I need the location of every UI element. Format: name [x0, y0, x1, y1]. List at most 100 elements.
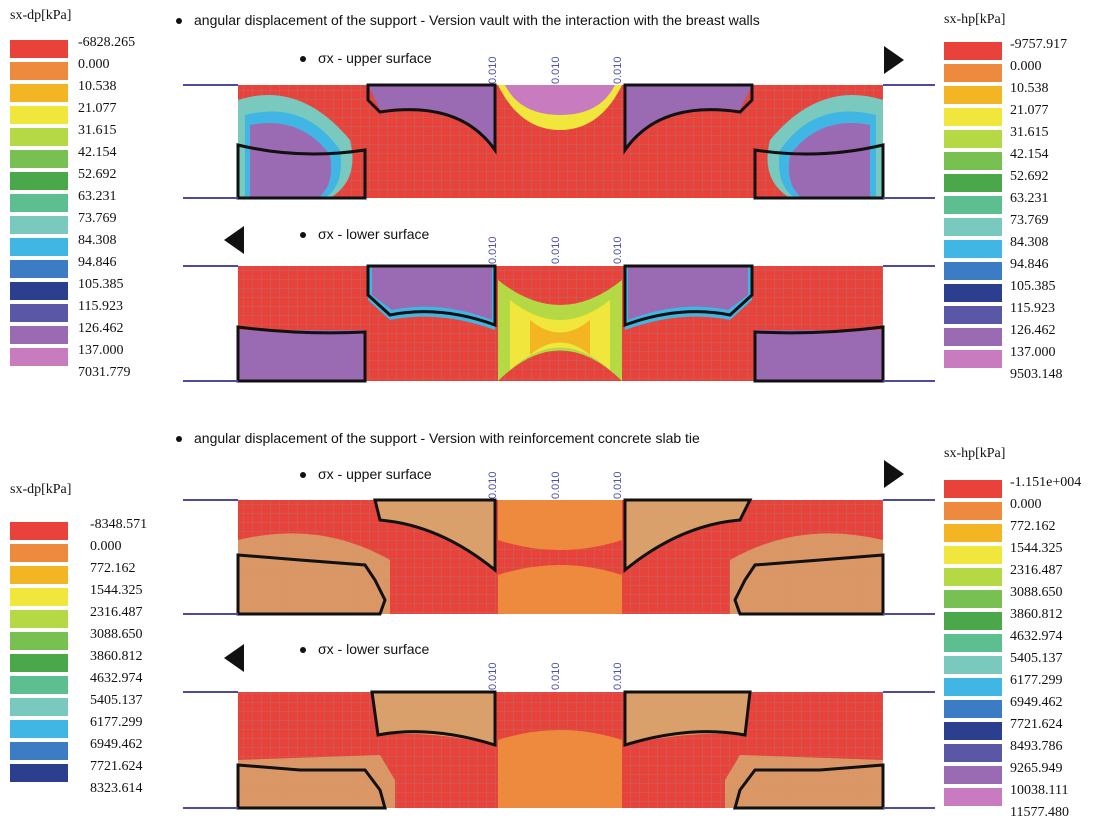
- legend-value: 0.000: [1010, 59, 1042, 74]
- bullet-icon: [300, 56, 306, 63]
- top-heading: angular displacement of the support - Ve…: [176, 12, 760, 28]
- bottom-upper-plot: [183, 498, 935, 616]
- legend-value: -8348.571: [90, 517, 148, 532]
- legend-value: 7721.624: [1010, 717, 1063, 732]
- legend-bottom-left: sx-dp[kPa] -8348.571 0.000 772.162 1544.325…: [10, 482, 147, 800]
- legend-title: sx-dp[kPa]: [10, 482, 72, 497]
- legend-swatch: [944, 86, 1002, 104]
- legend-swatch: [944, 722, 1002, 740]
- legend-value: 5405.137: [1010, 651, 1063, 666]
- legend-swatch: [10, 304, 68, 322]
- bottom-lower-label: σx - lower surface: [300, 641, 429, 657]
- legend-swatch: [944, 328, 1002, 346]
- legend-swatch: [10, 720, 68, 738]
- legend-value: -9757.917: [1010, 37, 1068, 52]
- legend-value: 0.000: [1010, 497, 1042, 512]
- vertical-label: 0.010: [612, 662, 624, 690]
- legend-swatch: [944, 480, 1002, 498]
- arrow-left-icon: [224, 226, 244, 254]
- legend-swatch: [944, 766, 1002, 784]
- legend-title: sx-dp[kPa]: [10, 8, 72, 23]
- legend-swatch: [944, 130, 1002, 148]
- bottom-heading: angular displacement of the support - Ve…: [176, 430, 700, 446]
- bullet-icon: [176, 18, 182, 25]
- legend-value: -6828.265: [78, 35, 136, 50]
- vertical-label: 0.010: [487, 236, 499, 264]
- legend-swatch: [10, 150, 68, 168]
- legend-value: 10.538: [78, 79, 117, 94]
- legend-swatch: [944, 546, 1002, 564]
- legend-value: 2316.487: [90, 605, 143, 620]
- legend-swatch: [10, 348, 68, 366]
- legend-value: 126.462: [78, 321, 124, 336]
- bullet-icon: [176, 436, 182, 443]
- legend-value: 52.692: [1010, 169, 1049, 184]
- vertical-label: 0.010: [550, 56, 562, 84]
- legend-title: sx-hp[kPa]: [944, 446, 1006, 461]
- legend-swatch: [10, 544, 68, 562]
- legend-value: 10.538: [1010, 81, 1049, 96]
- legend-value: 21.077: [1010, 103, 1049, 118]
- legend-value: 105.385: [1010, 279, 1056, 294]
- bottom-lower-plot: [183, 690, 935, 810]
- legend-swatch: [10, 172, 68, 190]
- legend-value: 6949.462: [90, 737, 143, 752]
- legend-swatch: [10, 194, 68, 212]
- legend-swatch: [10, 654, 68, 672]
- legend-value: 137.000: [78, 343, 124, 358]
- legend-swatch: [10, 238, 68, 256]
- arrow-right-icon: [884, 46, 904, 74]
- legend-value: 52.692: [78, 167, 117, 182]
- legend-swatch: [944, 196, 1002, 214]
- legend-swatch: [944, 634, 1002, 652]
- legend-swatch: [944, 590, 1002, 608]
- legend-value: 42.154: [78, 145, 117, 160]
- legend-swatch: [944, 700, 1002, 718]
- legend-value: 8323.614: [90, 781, 143, 796]
- legend-swatch: [10, 84, 68, 102]
- legend-top-left: sx-dp[kPa] -6828.265 0.000 10.538 21.077 31.…: [10, 8, 135, 384]
- legend-swatch: [10, 764, 68, 782]
- legend-value: 4632.974: [1010, 629, 1063, 644]
- legend-bottom-right: sx-hp[kPa] -1.151e+004 0.000 772.162 1544.3…: [944, 446, 1081, 824]
- legend-value: 3088.650: [90, 627, 143, 642]
- legend-value: 772.162: [1010, 519, 1056, 534]
- legend-swatch: [944, 306, 1002, 324]
- legend-value: 1544.325: [90, 583, 143, 598]
- legend-title: sx-hp[kPa]: [944, 12, 1006, 27]
- legend-swatch: [10, 698, 68, 716]
- legend-swatch: [10, 216, 68, 234]
- vertical-label: 0.010: [550, 471, 562, 499]
- vertical-label: 0.010: [612, 56, 624, 84]
- legend-value: 31.615: [78, 123, 117, 138]
- legend-swatch: [10, 40, 68, 58]
- top-upper-plot: [183, 83, 935, 200]
- legend-swatch: [944, 350, 1002, 368]
- legend-value: 105.385: [78, 277, 124, 292]
- legend-value: 73.769: [1010, 213, 1049, 228]
- bullet-icon: [300, 232, 306, 239]
- vertical-label: 0.010: [487, 471, 499, 499]
- legend-value: -1.151e+004: [1010, 475, 1082, 490]
- legend-value: 7031.779: [78, 365, 131, 380]
- legend-swatch: [944, 502, 1002, 520]
- legend-swatch: [944, 218, 1002, 236]
- legend-swatch: [10, 610, 68, 628]
- legend-value: 84.308: [1010, 235, 1049, 250]
- legend-value: 115.923: [1010, 301, 1055, 316]
- legend-value: 4632.974: [90, 671, 143, 686]
- legend-value: 3860.812: [1010, 607, 1063, 622]
- legend-swatch: [944, 524, 1002, 542]
- legend-swatch: [10, 260, 68, 278]
- legend-swatch: [10, 632, 68, 650]
- legend-swatch: [944, 262, 1002, 280]
- arrow-left-icon: [224, 644, 244, 672]
- legend-value: 21.077: [78, 101, 117, 116]
- top-lower-label: σx - lower surface: [300, 226, 429, 242]
- legend-swatch: [10, 588, 68, 606]
- legend-value: 0.000: [90, 539, 122, 554]
- legend-value: 126.462: [1010, 323, 1056, 338]
- legend-value: 9265.949: [1010, 761, 1063, 776]
- bullet-icon: [300, 472, 306, 479]
